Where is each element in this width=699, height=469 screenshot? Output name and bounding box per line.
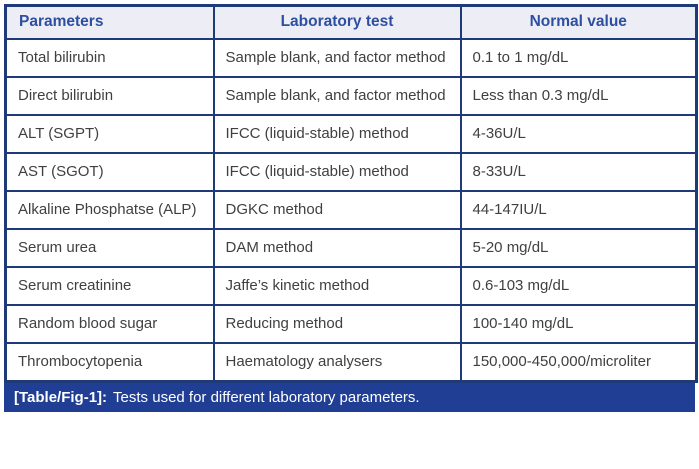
table-row: Serum urea DAM method 5-20 mg/dL bbox=[4, 227, 698, 268]
parameter-cell: Direct bilirubin bbox=[4, 75, 215, 116]
header-row: Parameters Laboratory test Normal value bbox=[4, 4, 698, 40]
header-normal-value: Normal value bbox=[459, 4, 698, 40]
table-body: Total bilirubin Sample blank, and factor … bbox=[4, 37, 698, 382]
lab-test-cell: Sample blank, and factor method bbox=[212, 75, 462, 116]
parameter-cell: Alkaline Phosphatse (ALP) bbox=[4, 189, 215, 230]
parameter-cell: Thrombocytopenia bbox=[4, 341, 215, 382]
normal-value-cell: 0.1 to 1 mg/dL bbox=[459, 37, 698, 78]
table-row: ALT (SGPT) IFCC (liquid-stable) method 4-3… bbox=[4, 113, 698, 154]
normal-value-cell: 4-36U/L bbox=[459, 113, 698, 154]
lab-test-cell: DAM method bbox=[212, 227, 462, 268]
normal-value-cell: 150,000-450,000/microliter bbox=[459, 341, 698, 382]
parameter-cell: Serum urea bbox=[4, 227, 215, 268]
figure-caption: [Table/Fig-1]: Tests used for different … bbox=[4, 382, 695, 412]
normal-value-cell: 5-20 mg/dL bbox=[459, 227, 698, 268]
lab-test-cell: Haematology analysers bbox=[212, 341, 462, 382]
lab-test-cell: Sample blank, and factor method bbox=[212, 37, 462, 78]
normal-value-cell: 0.6-103 mg/dL bbox=[459, 265, 698, 306]
lab-test-cell: IFCC (liquid-stable) method bbox=[212, 151, 462, 192]
header-laboratory-test: Laboratory test bbox=[212, 4, 462, 40]
table-row: Serum creatinine Jaffe’s kinetic method 0.… bbox=[4, 265, 698, 306]
lab-test-cell: IFCC (liquid-stable) method bbox=[212, 113, 462, 154]
table-row: Total bilirubin Sample blank, and factor … bbox=[4, 37, 698, 78]
lab-test-cell: Reducing method bbox=[212, 303, 462, 344]
table-row: AST (SGOT) IFCC (liquid-stable) method 8-3… bbox=[4, 151, 698, 192]
lab-test-cell: Jaffe’s kinetic method bbox=[212, 265, 462, 306]
parameter-cell: Random blood sugar bbox=[4, 303, 215, 344]
normal-value-cell: 8-33U/L bbox=[459, 151, 698, 192]
normal-value-cell: Less than 0.3 mg/dL bbox=[459, 75, 698, 116]
caption-label: [Table/Fig-1]: bbox=[14, 388, 108, 406]
parameter-cell: Serum creatinine bbox=[4, 265, 215, 306]
parameter-cell: ALT (SGPT) bbox=[4, 113, 215, 154]
table-row: Direct bilirubin Sample blank, and factor… bbox=[4, 75, 698, 116]
table-row: Random blood sugar Reducing method 100-140… bbox=[4, 303, 698, 344]
caption-text: Tests used for different laboratory para… bbox=[113, 388, 420, 406]
lab-test-cell: DGKC method bbox=[212, 189, 462, 230]
parameter-cell: AST (SGOT) bbox=[4, 151, 215, 192]
normal-value-cell: 100-140 mg/dL bbox=[459, 303, 698, 344]
table-header: Parameters Laboratory test Normal value bbox=[4, 4, 698, 40]
lab-tests-table: Parameters Laboratory test Normal value … bbox=[4, 4, 698, 383]
parameter-cell: Total bilirubin bbox=[4, 37, 215, 78]
table-row: Alkaline Phosphatse (ALP) DGKC method 44-1… bbox=[4, 189, 698, 230]
normal-value-cell: 44-147IU/L bbox=[459, 189, 698, 230]
table-row: Thrombocytopenia Haematology analysers 150… bbox=[4, 341, 698, 382]
figure-container: Parameters Laboratory test Normal value … bbox=[4, 4, 698, 412]
header-parameters: Parameters bbox=[4, 4, 215, 40]
